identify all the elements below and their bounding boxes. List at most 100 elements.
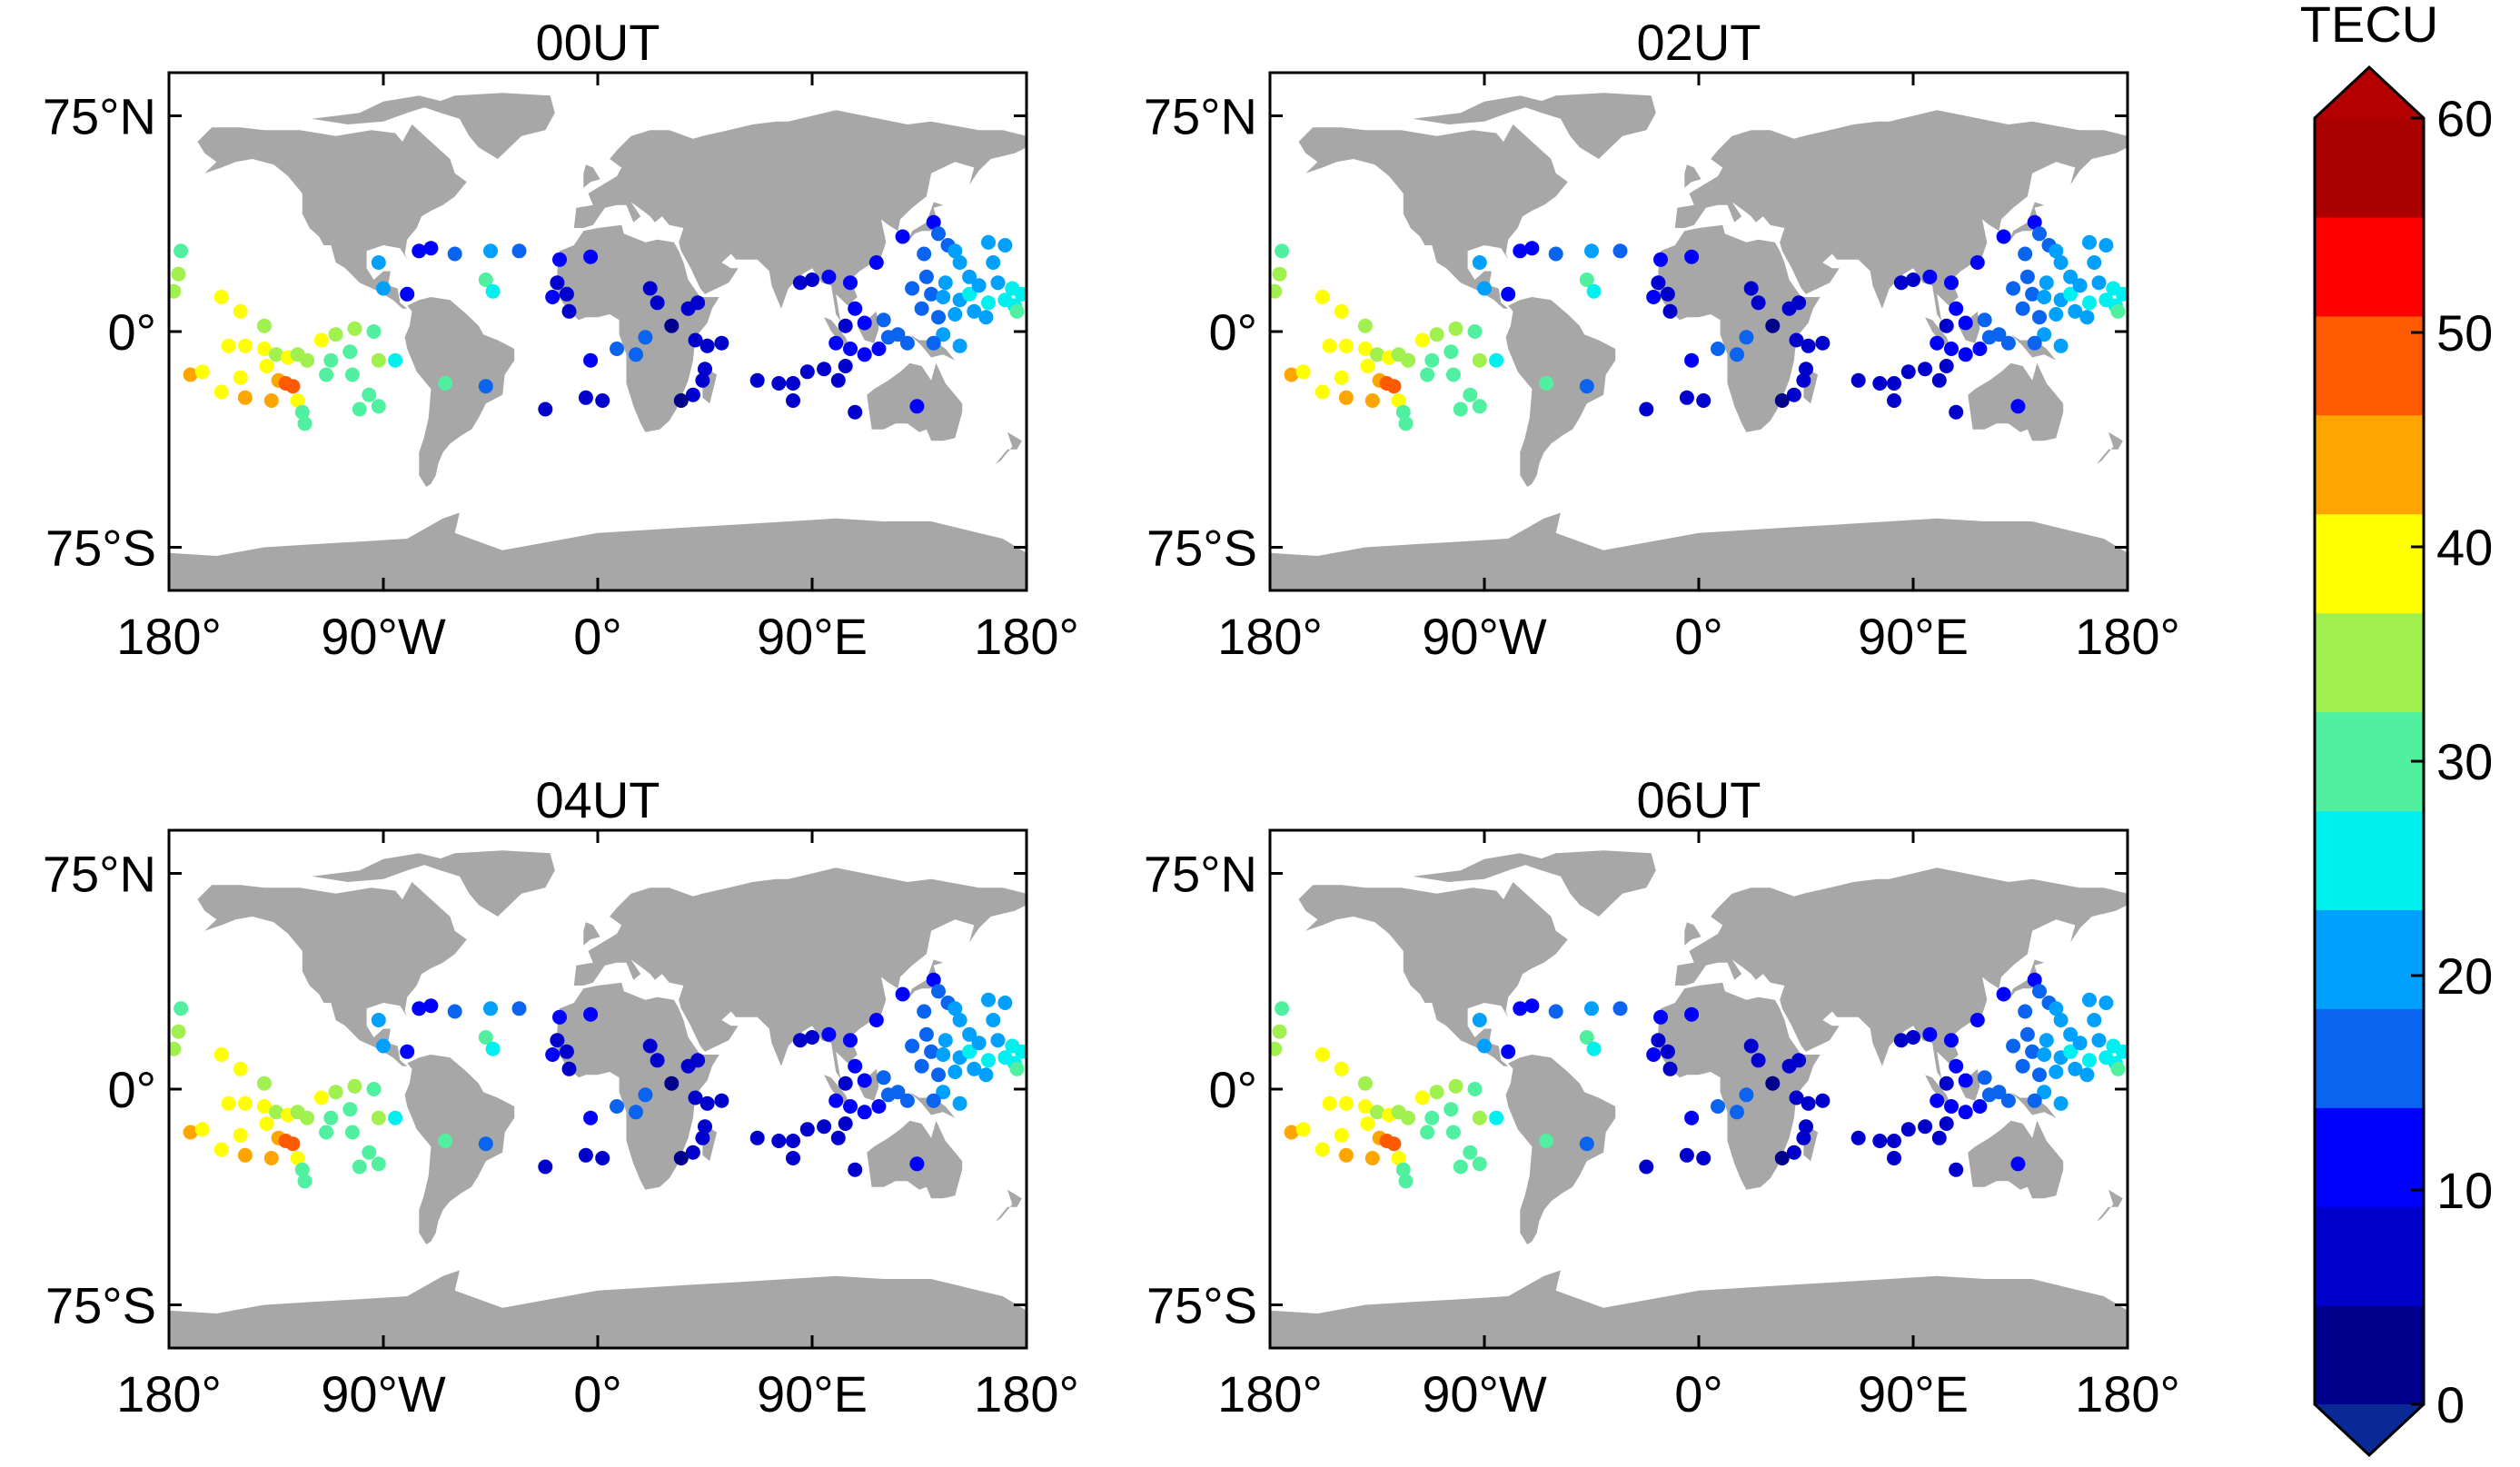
panel-title: 02UT [1637, 14, 1761, 71]
station-point [848, 301, 863, 316]
station-point [1338, 1095, 1354, 1111]
station-point [1272, 1024, 1287, 1039]
colorbar-segment [2315, 315, 2424, 416]
station-point [1796, 372, 1811, 388]
station-point [997, 238, 1013, 253]
y-tick-label: 75°S [45, 520, 156, 577]
station-point [857, 347, 872, 362]
station-point [583, 1110, 599, 1125]
y-tick-label: 75°N [43, 88, 156, 145]
station-point [1918, 1119, 1933, 1135]
station-point [578, 390, 593, 405]
station-point [1315, 290, 1330, 304]
station-point [1360, 359, 1375, 373]
station-point [1489, 352, 1504, 368]
station-point [926, 214, 941, 230]
station-point [213, 384, 229, 400]
colorbar-tick-label: 60 [2436, 90, 2493, 147]
landmass-africa [1658, 982, 1821, 1190]
station-point [1660, 1044, 1675, 1059]
station-point [830, 1130, 846, 1145]
station-point [971, 1036, 987, 1051]
station-point [1322, 338, 1337, 353]
station-point [1743, 1038, 1759, 1054]
station-point [1370, 1105, 1384, 1120]
station-point [749, 372, 765, 388]
map-panel: 04UT 180° 90°W 0° 90°E 180° 75°N 0° 75°S [43, 771, 1079, 1422]
station-point [400, 286, 415, 302]
station-point [1414, 332, 1430, 348]
station-point [233, 370, 248, 385]
station-point [673, 1151, 689, 1165]
station-point [1357, 342, 1373, 356]
station-point [2068, 1061, 2083, 1076]
colorbar-tick-label: 10 [2436, 1162, 2493, 1219]
station-point [698, 362, 712, 377]
landmass-japan [2008, 959, 2045, 1000]
station-point [1900, 364, 1916, 380]
station-point [478, 1030, 493, 1045]
station-point [347, 321, 362, 336]
station-point [412, 243, 427, 259]
station-point [1996, 229, 2011, 244]
station-point [805, 273, 819, 287]
station-point [1338, 1147, 1354, 1163]
station-point [1949, 1058, 1964, 1074]
station-point [1796, 1130, 1811, 1145]
landmass-british-isles [583, 164, 600, 188]
station-point [2063, 269, 2079, 284]
station-point [2053, 338, 2069, 353]
station-point [1930, 335, 1945, 351]
station-point [1477, 281, 1492, 296]
station-point [1467, 1082, 1483, 1096]
station-point [1009, 303, 1025, 319]
station-point [511, 1001, 527, 1016]
station-point [545, 1047, 561, 1062]
station-point [848, 1162, 863, 1177]
station-point [1463, 1145, 1478, 1160]
station-point [926, 1093, 941, 1108]
station-point [1463, 387, 1478, 402]
station-point [511, 243, 527, 259]
station-point [2027, 972, 2042, 987]
station-point [1791, 1053, 1807, 1068]
station-point [256, 1075, 272, 1091]
station-point [1969, 255, 1985, 270]
station-point [2039, 1033, 2054, 1048]
colorbar-tick-label: 50 [2436, 304, 2493, 362]
station-point [1949, 404, 1964, 420]
colorbar-segment [2315, 711, 2424, 812]
colorbar-segment [2315, 1107, 2424, 1207]
landmass-eurasia [1674, 867, 2128, 1086]
station-point [1472, 399, 1487, 414]
station-point [890, 327, 906, 342]
station-point [1906, 1030, 1920, 1045]
station-point [1679, 390, 1694, 405]
colorbar-tick-label: 0 [2436, 1376, 2465, 1433]
landmass-africa [557, 224, 719, 432]
station-point [478, 273, 493, 287]
station-point [259, 359, 274, 373]
station-point [297, 1174, 313, 1189]
station-point [786, 1134, 800, 1148]
station-point [483, 243, 498, 259]
station-point [237, 1147, 253, 1163]
station-point [538, 1159, 553, 1175]
station-point [1391, 393, 1406, 408]
station-point [237, 338, 253, 353]
station-point [194, 1122, 210, 1137]
station-point [376, 281, 391, 296]
colorbar-segment [2315, 612, 2424, 713]
station-point [1579, 1030, 1594, 1045]
station-point [962, 1044, 977, 1059]
station-point [857, 315, 872, 331]
station-point [695, 1130, 710, 1145]
station-point [2032, 226, 2047, 242]
station-point [269, 347, 283, 362]
station-point [438, 376, 453, 391]
station-point [371, 1013, 386, 1027]
station-point [685, 387, 700, 402]
station-point [328, 1085, 343, 1100]
station-point [2000, 335, 2016, 351]
station-point [924, 286, 939, 302]
